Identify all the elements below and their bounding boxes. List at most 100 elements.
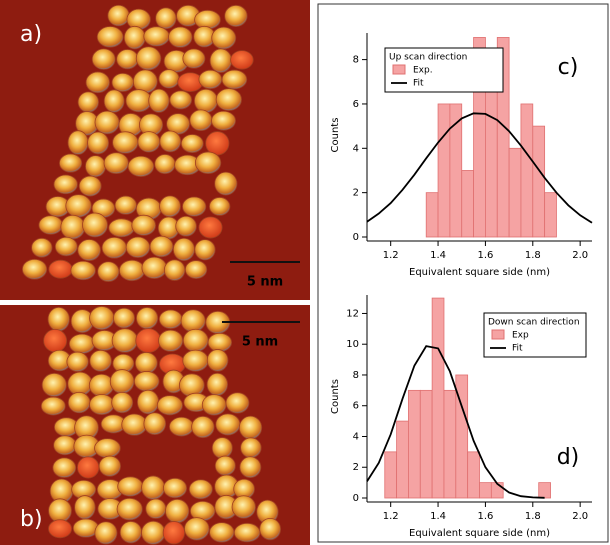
molecule: [240, 457, 261, 478]
molecule: [195, 240, 215, 260]
molecule: [183, 329, 208, 352]
molecule: [135, 352, 157, 373]
molecule: [49, 260, 72, 278]
molecule: [78, 92, 99, 112]
molecule: [194, 89, 217, 112]
molecule: [212, 27, 236, 49]
molecule: [104, 153, 128, 174]
molecule: [68, 392, 90, 413]
molecule: [119, 260, 144, 280]
legend-swatch: [492, 330, 504, 339]
molecule: [22, 259, 46, 279]
molecule: [207, 373, 228, 395]
molecule: [85, 156, 105, 177]
molecule: [59, 154, 81, 172]
molecule: [128, 156, 154, 176]
molecule: [155, 154, 176, 173]
bar: [432, 298, 444, 498]
molecule: [90, 350, 112, 371]
molecule: [159, 330, 183, 351]
figure: a)5 nmb)5 nm1.21.41.61.82.002468Equivale…: [0, 0, 610, 545]
molecule: [169, 417, 193, 436]
molecule: [79, 176, 101, 196]
molecule: [190, 110, 212, 131]
scale-bar-label: 5 nm: [242, 335, 278, 350]
legend-title: Up scan direction: [389, 53, 467, 63]
molecule: [150, 236, 173, 257]
molecule: [95, 522, 117, 544]
y-axis-title: Counts: [330, 379, 341, 414]
molecule: [168, 27, 192, 47]
molecule: [98, 262, 119, 282]
molecule: [69, 334, 94, 353]
molecule: [179, 374, 204, 397]
molecule: [215, 172, 237, 195]
y-tick-label: 8: [353, 55, 359, 66]
molecule: [115, 196, 136, 214]
x-tick-label: 2.0: [572, 250, 588, 261]
molecule: [181, 134, 203, 152]
molecule: [163, 478, 186, 497]
x-tick-label: 1.4: [430, 511, 446, 522]
y-tick-label: 0: [353, 232, 359, 243]
panel-label: b): [20, 507, 43, 532]
y-tick-label: 4: [353, 143, 359, 154]
molecule: [48, 307, 69, 331]
bar: [426, 193, 438, 237]
molecule: [113, 132, 138, 154]
molecule: [49, 520, 72, 538]
molecule: [232, 496, 255, 519]
bar: [509, 148, 521, 237]
molecule: [234, 523, 260, 542]
molecule: [212, 111, 236, 130]
molecule: [68, 131, 88, 155]
molecule: [104, 90, 124, 113]
molecule: [209, 197, 230, 215]
molecule: [260, 518, 281, 539]
bar: [533, 126, 545, 237]
molecule: [78, 240, 101, 261]
molecule: [138, 132, 160, 153]
molecule: [176, 216, 197, 236]
y-tick-label: 4: [353, 431, 359, 442]
molecule: [206, 132, 229, 155]
molecule: [195, 152, 221, 174]
molecule: [160, 196, 181, 217]
panel-label: a): [20, 22, 42, 47]
molecule: [189, 480, 212, 499]
molecule: [54, 436, 77, 455]
molecule: [173, 238, 194, 260]
molecule: [239, 416, 261, 439]
legend-label: Fit: [512, 344, 523, 354]
bar: [521, 104, 533, 237]
molecule: [55, 237, 77, 256]
molecule: [109, 219, 134, 237]
x-tick-label: 1.8: [525, 250, 541, 261]
molecule: [102, 237, 126, 258]
molecule: [113, 308, 134, 328]
molecule: [183, 49, 205, 68]
y-tick-label: 0: [353, 493, 359, 504]
molecule: [170, 91, 192, 109]
molecule: [95, 111, 119, 134]
molecule: [66, 195, 92, 218]
panel-label: c): [558, 55, 579, 80]
molecule: [112, 392, 133, 412]
x-axis-title: Equivalent square side (nm): [409, 267, 550, 278]
molecule: [184, 518, 209, 541]
molecule: [49, 499, 72, 523]
molecule: [124, 26, 145, 49]
x-tick-label: 1.2: [383, 511, 399, 522]
molecule: [195, 10, 221, 29]
bar: [420, 390, 432, 498]
molecule: [157, 396, 182, 415]
molecule: [142, 257, 167, 278]
bar: [397, 421, 409, 498]
molecule: [241, 438, 262, 458]
molecule: [199, 217, 222, 238]
molecule: [112, 329, 138, 353]
bar: [480, 483, 492, 498]
panel-label: d): [557, 445, 580, 470]
y-tick-label: 8: [353, 370, 359, 381]
molecule: [32, 238, 52, 257]
